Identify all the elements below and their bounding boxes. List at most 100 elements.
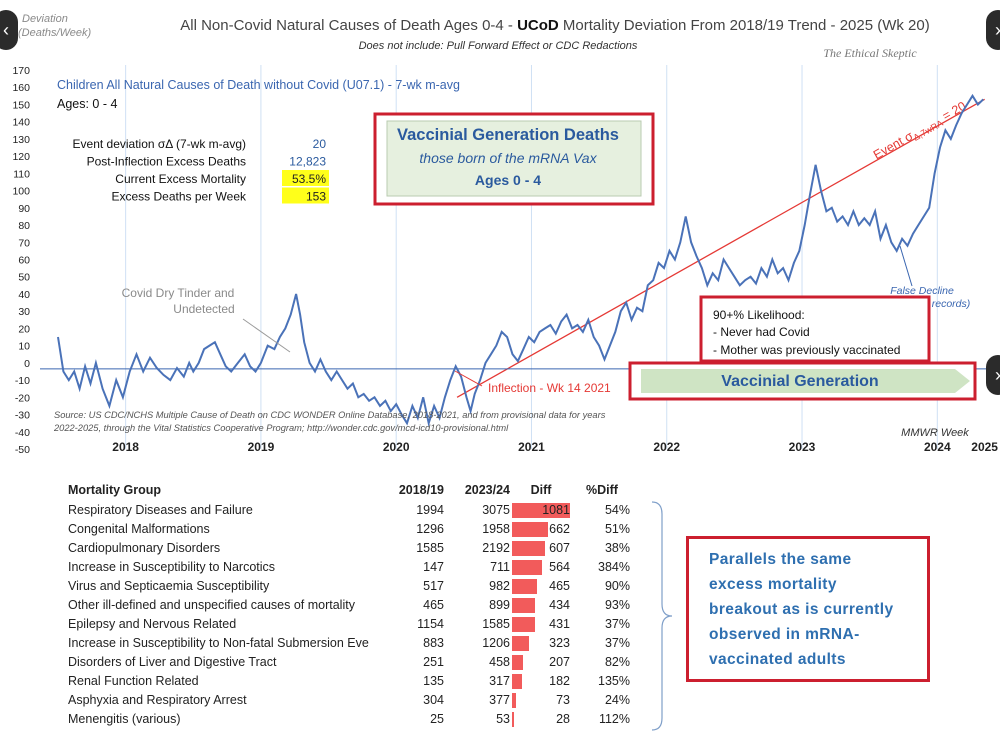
stat-value: 153 xyxy=(306,190,326,204)
y-tick-label: 100 xyxy=(12,186,30,198)
source-line1: Source: US CDC/NCHS Multiple Cause of De… xyxy=(54,410,606,420)
table-brace xyxy=(651,501,673,731)
y-tick-label: -20 xyxy=(15,392,30,404)
value-2023-24-cell: 317 xyxy=(489,674,510,688)
ages-label: Ages: 0 - 4 xyxy=(57,97,117,111)
y-tick-label: -50 xyxy=(15,444,30,456)
header-2023-24: 2023/24 xyxy=(464,483,510,497)
y-axis-label-line1: Deviation xyxy=(22,13,68,25)
x-tick-label: 2018 xyxy=(112,440,139,454)
group-cell: Cardiopulmonary Disorders xyxy=(68,541,221,555)
chart-title-post: Mortality Deviation From 2018/19 Trend -… xyxy=(559,17,930,34)
group-cell: Disorders of Liver and Digestive Tract xyxy=(68,655,277,669)
value-2018-19-cell: 1154 xyxy=(417,617,444,631)
value-2018-19-cell: 465 xyxy=(423,598,444,612)
banner-label: Vaccinial Generation xyxy=(721,373,878,390)
stat-label: Excess Deaths per Week xyxy=(111,190,247,204)
chevron-right-icon: › xyxy=(995,365,1000,386)
value-2023-24-cell: 2192 xyxy=(482,541,510,555)
callout-ages: Ages 0 - 4 xyxy=(475,172,541,188)
x-tick-label: 2019 xyxy=(248,440,275,454)
table-row: Disorders of Liver and Digestive Tract 25… xyxy=(62,653,652,672)
stats-block: Event deviation σΔ (7-wk m-avg) 20 Post-In… xyxy=(73,137,329,204)
y-tick-label: 130 xyxy=(12,134,30,146)
value-2023-24-cell: 711 xyxy=(490,560,510,574)
trend-line xyxy=(456,98,985,398)
value-2018-19-cell: 517 xyxy=(423,579,444,593)
vaccinial-generation-banner: Vaccinial Generation xyxy=(628,361,977,401)
y-tick-label: 150 xyxy=(12,99,30,111)
stat-label: Event deviation σΔ (7-wk m-avg) xyxy=(73,137,246,151)
group-cell: Renal Function Related xyxy=(68,674,199,688)
chevron-left-icon: ‹ xyxy=(3,19,9,40)
value-2018-19-cell: 1585 xyxy=(416,541,444,555)
y-tick-label: 140 xyxy=(12,117,30,129)
pct-diff-cell: 93% xyxy=(604,598,630,612)
diff-bar xyxy=(512,636,530,651)
watermark: The Ethical Skeptic xyxy=(823,46,917,60)
inflection-annotation: Inflection - Wk 14 2021 xyxy=(454,370,611,395)
dry-tinder-line2: Undetected xyxy=(173,302,234,316)
stat-highlight xyxy=(282,187,329,204)
y-axis-label: Deviation (Deaths/Week) xyxy=(18,13,91,39)
callout-subtitle: those born of the mRNA Vax xyxy=(419,150,597,166)
likelihood-title: 90+% Likelihood: xyxy=(713,308,805,322)
diff-cell: 434 xyxy=(549,598,570,612)
pct-diff-cell: 90% xyxy=(604,579,630,593)
diff-bar xyxy=(512,503,570,518)
y-tick-label: 110 xyxy=(13,168,30,180)
chart-subtitle: Does not include: Pull Forward Effect or… xyxy=(359,40,638,52)
pct-diff-cell: 82% xyxy=(604,655,630,669)
pct-diff-cell: 37% xyxy=(604,617,630,631)
dry-tinder-pointer xyxy=(242,318,291,353)
pct-diff-cell: 37% xyxy=(604,636,630,650)
next-arrow-button-mid[interactable]: › xyxy=(986,355,1000,395)
pct-diff-cell: 38% xyxy=(604,541,630,555)
chart-title-bold: UCoD xyxy=(517,17,559,34)
banner-arrow-shape xyxy=(641,369,970,393)
diff-bar xyxy=(512,655,524,670)
chart-title: All Non-Covid Natural Causes of Death Ag… xyxy=(180,17,930,34)
stat-highlight xyxy=(282,170,329,186)
value-2023-24-cell: 1958 xyxy=(482,522,510,536)
value-2023-24-cell: 53 xyxy=(496,712,510,726)
y-tick-label: 120 xyxy=(12,151,30,163)
y-tick-label: 10 xyxy=(18,341,30,353)
value-2023-24-cell: 458 xyxy=(489,655,510,669)
pct-diff-cell: 24% xyxy=(604,693,630,707)
x-tick-label: 2025 xyxy=(971,440,998,454)
table-row: Virus and Septicaemia Susceptibility 517 9… xyxy=(62,577,652,596)
x-tick-label: 2020 xyxy=(383,440,410,454)
stat-label: Current Excess Mortality xyxy=(115,172,246,186)
stat-value: 20 xyxy=(313,137,327,151)
value-2018-19-cell: 25 xyxy=(430,712,444,726)
pct-diff-cell: 112% xyxy=(598,712,630,726)
likelihood-item: - Mother was previously vaccinated xyxy=(713,343,900,357)
value-2018-19-cell: 147 xyxy=(423,560,444,574)
header-pct-diff: %Diff xyxy=(586,483,618,497)
y-tick-label: -40 xyxy=(15,427,30,439)
diff-cell: 73 xyxy=(556,693,570,707)
table-header-row: Mortality Group 2018/19 2023/24 Diff %Di… xyxy=(62,481,652,500)
y-tick-label: 20 xyxy=(18,323,30,335)
diff-bar xyxy=(512,693,516,708)
x-tick-label: 2024 xyxy=(924,440,951,454)
group-cell: Respiratory Diseases and Failure xyxy=(68,503,253,517)
next-arrow-button[interactable]: › xyxy=(986,10,1000,50)
false-decline-line1: False Decline xyxy=(890,285,954,297)
value-2018-19-cell: 1296 xyxy=(416,522,444,536)
diff-cell: 28 xyxy=(556,712,570,726)
y-tick-label: 80 xyxy=(18,220,30,232)
pct-diff-cell: 51% xyxy=(604,522,630,536)
likelihood-item: - Never had Covid xyxy=(713,325,810,339)
value-2023-24-cell: 377 xyxy=(489,693,510,707)
y-tick-label: 40 xyxy=(18,289,30,301)
table-row: Congenital Malformations 1296 1958 662 51% xyxy=(62,520,652,539)
diff-cell: 182 xyxy=(549,674,570,688)
stat-label: Post-Inflection Excess Deaths xyxy=(87,155,246,169)
y-tick-label: 0 xyxy=(24,358,30,370)
chevron-right-icon: › xyxy=(995,20,1000,41)
inflection-label: Inflection - Wk 14 2021 xyxy=(488,381,611,395)
group-cell: Menengitis (various) xyxy=(68,712,181,726)
prev-arrow-button[interactable]: ‹ xyxy=(0,10,18,50)
